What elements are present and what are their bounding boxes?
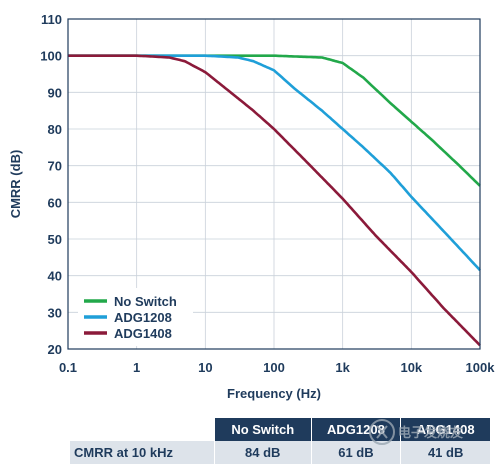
table-cell: 84 dB <box>214 441 312 464</box>
y-axis-ticks: 20 30 40 50 60 70 80 90 100 110 <box>40 12 62 357</box>
y-tick-label: 110 <box>41 12 62 27</box>
y-tick-label: 100 <box>40 49 62 64</box>
x-tick-label: 10 <box>198 360 212 375</box>
table-cell: 61 dB <box>311 441 402 464</box>
x-tick-label: 100k <box>466 360 496 375</box>
y-tick-label: 30 <box>48 305 62 320</box>
watermark-logo: 电子发烧友 <box>369 419 463 445</box>
y-tick-label: 50 <box>48 232 62 247</box>
table-cell: 41 dB <box>400 441 490 464</box>
legend-label: No Switch <box>114 294 177 309</box>
svg-text:电子发烧友: 电子发烧友 <box>398 425 463 441</box>
table-cell: CMRR at 10 kHz <box>70 441 215 464</box>
series-line <box>68 54 481 347</box>
table-header-cell: No Switch <box>214 418 312 441</box>
y-axis-title: CMRR (dB) <box>8 150 23 219</box>
y-tick-label: 70 <box>48 159 62 174</box>
table-header-cell <box>70 418 215 441</box>
y-tick-label: 80 <box>48 122 62 137</box>
x-tick-label: 10k <box>400 360 422 375</box>
table-row: CMRR at 10 kHz 84 dB 61 dB 41 dB <box>70 441 490 464</box>
y-tick-label: 60 <box>48 195 62 210</box>
x-tick-label: 1k <box>335 360 350 375</box>
plot-frame <box>67 18 481 350</box>
y-tick-label: 40 <box>48 269 62 284</box>
y-tick-label: 90 <box>48 85 62 100</box>
x-tick-label: 1 <box>133 360 140 375</box>
x-axis-ticks: 0.1 1 10 100 1k 10k 100k <box>59 360 495 375</box>
legend-label: ADG1408 <box>114 326 172 341</box>
x-tick-label: 100 <box>263 360 285 375</box>
series-lines <box>68 54 481 347</box>
x-tick-label: 0.1 <box>59 360 77 375</box>
table-header-cell: ADG1408 <box>400 418 490 441</box>
x-axis-title: Frequency (Hz) <box>227 386 321 401</box>
legend-label: ADG1208 <box>114 310 172 325</box>
y-tick-label: 20 <box>48 342 62 357</box>
